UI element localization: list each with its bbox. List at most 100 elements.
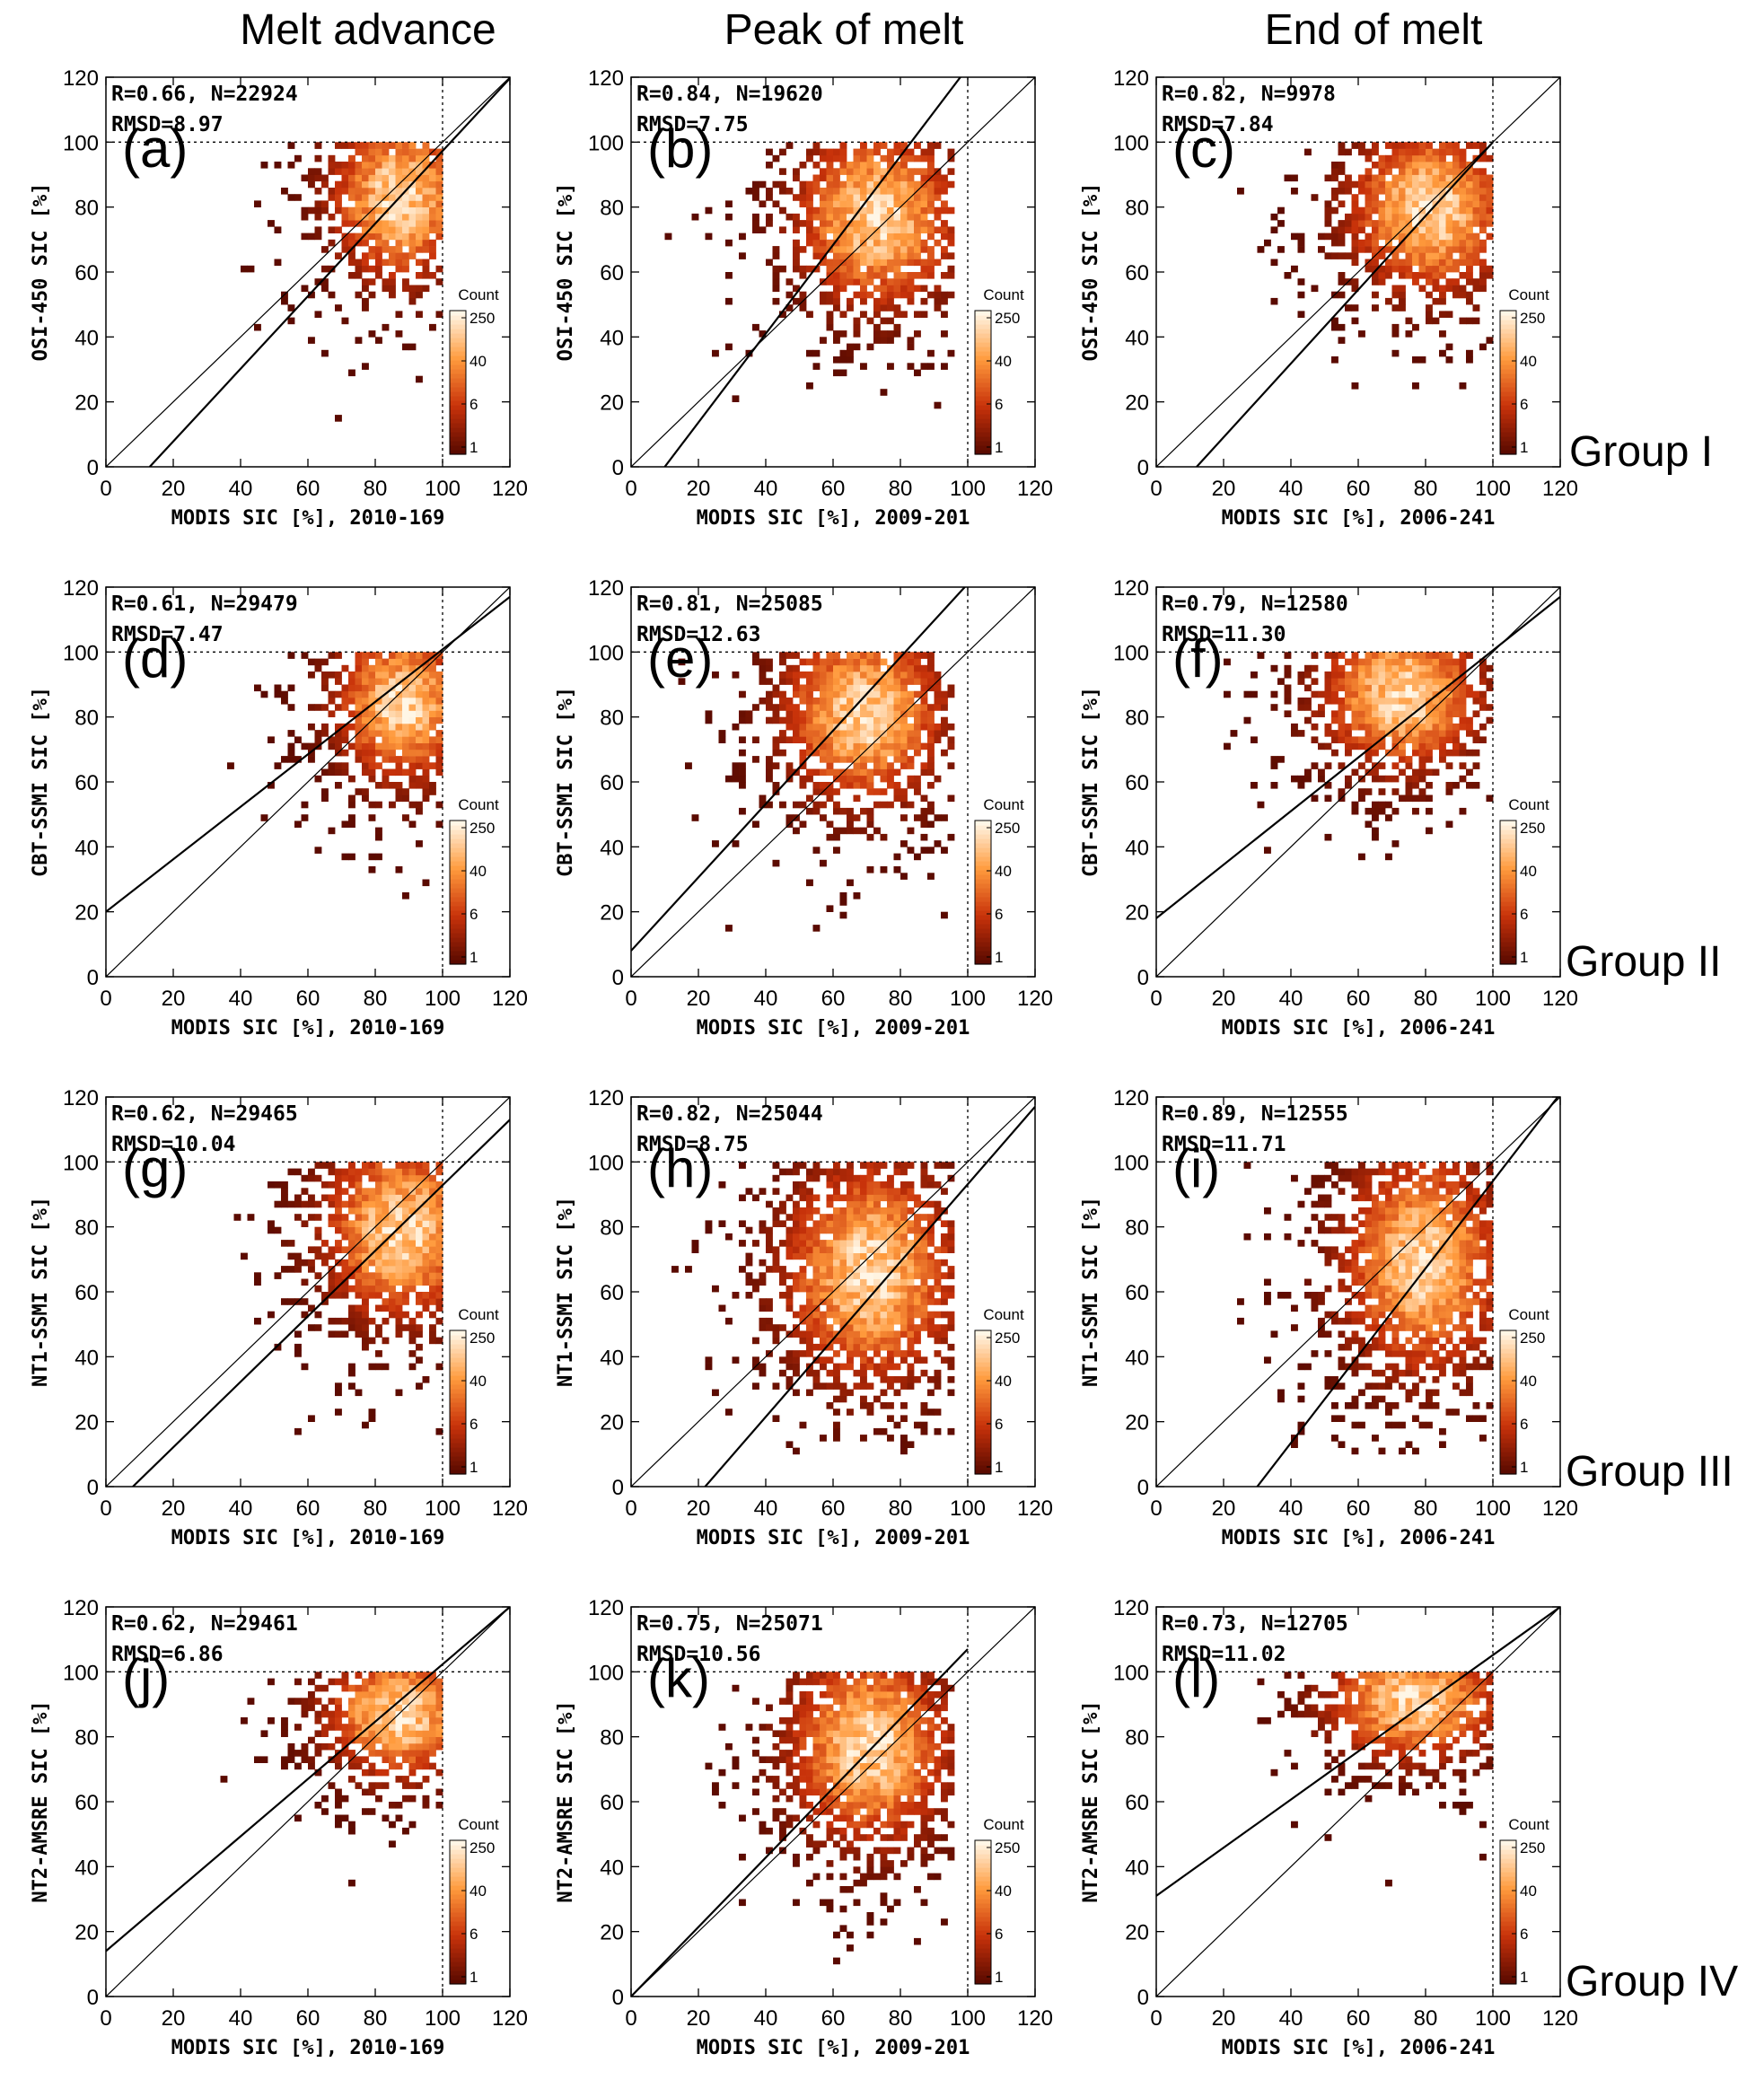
- colorbar-step: [1500, 825, 1516, 830]
- heatmap-cell: [429, 690, 436, 698]
- heatmap-cell: [355, 180, 363, 189]
- heatmap-cell: [355, 690, 363, 698]
- colorbar-step: [450, 1366, 466, 1372]
- heatmap-cell: [826, 162, 834, 169]
- heatmap-cell: [779, 1220, 786, 1227]
- heatmap-cell: [1358, 174, 1365, 182]
- heatmap-cell: [1378, 188, 1386, 195]
- heatmap-cell: [435, 1304, 443, 1312]
- heatmap-cell: [785, 1304, 794, 1312]
- heatmap-cell: [880, 1317, 888, 1325]
- heatmap-cell: [866, 343, 874, 351]
- heatmap-cell: [389, 206, 396, 215]
- heatmap-cell: [1385, 814, 1392, 821]
- heatmap-cell: [779, 698, 786, 705]
- heatmap-cell: [927, 206, 935, 215]
- heatmap-cell: [1358, 684, 1365, 692]
- heatmap-cell: [873, 1252, 881, 1260]
- colorbar-step: [975, 369, 991, 374]
- heatmap-cell: [793, 730, 800, 737]
- heatmap-cell: [1445, 200, 1453, 207]
- colorbar-step: [450, 1461, 466, 1466]
- heatmap-cell: [1304, 704, 1312, 711]
- heatmap-cell: [873, 180, 881, 189]
- stats-rmsd: RMSD=10.04: [111, 1133, 235, 1156]
- heatmap-cell: [314, 1324, 322, 1331]
- heatmap-cell: [941, 1188, 948, 1195]
- heatmap-cell: [1378, 730, 1386, 737]
- heatmap-cell: [826, 1200, 834, 1208]
- heatmap-cell: [920, 1226, 928, 1234]
- heatmap-cell: [766, 1266, 773, 1273]
- heatmap-cell: [314, 168, 322, 175]
- heatmap-cell: [416, 1220, 423, 1227]
- heatmap-cell: [941, 911, 948, 919]
- heatmap-cell: [294, 1350, 302, 1357]
- heatmap-cell: [1399, 304, 1406, 312]
- heatmap-cell: [375, 1240, 382, 1247]
- heatmap-cell: [826, 833, 834, 841]
- heatmap-cell: [900, 252, 908, 259]
- heatmap-cell: [1338, 723, 1346, 731]
- heatmap-cell: [268, 1311, 275, 1319]
- heatmap-cell: [416, 168, 423, 175]
- heatmap-cell: [893, 188, 901, 195]
- heatmap-cell: [873, 337, 881, 344]
- heatmap-cell: [947, 1363, 955, 1371]
- heatmap-cell: [927, 1376, 935, 1383]
- heatmap-cell: [927, 148, 935, 156]
- heatmap-cell: [820, 1272, 827, 1279]
- heatmap-cell: [382, 736, 390, 743]
- heatmap-cell: [920, 1285, 928, 1293]
- heatmap-cell: [880, 297, 888, 305]
- heatmap-cell: [382, 323, 390, 331]
- heatmap-cell: [1297, 671, 1305, 679]
- y-tick-label: 60: [1125, 261, 1149, 285]
- heatmap-cell: [880, 1343, 888, 1351]
- heatmap-cell: [429, 723, 436, 731]
- heatmap-cell: [287, 1240, 295, 1247]
- heatmap-cell: [408, 252, 417, 259]
- heatmap-cell: [1405, 684, 1413, 692]
- heatmap-cell: [853, 252, 861, 259]
- heatmap-cell: [839, 168, 847, 175]
- heatmap-cell: [341, 698, 349, 705]
- heatmap-cell: [1432, 742, 1440, 750]
- heatmap-cell: [893, 1389, 901, 1397]
- heatmap-cell: [1378, 762, 1386, 769]
- heatmap-cell: [341, 704, 349, 711]
- stats-r-n: R=0.81, N=25085: [636, 592, 823, 616]
- heatmap-cell: [328, 710, 336, 717]
- heatmap-cell: [914, 730, 921, 737]
- heatmap-cell: [914, 168, 921, 175]
- heatmap-cell: [1412, 220, 1419, 227]
- colorbar-tick-label: 250: [1520, 820, 1545, 837]
- heatmap-cell: [1445, 226, 1453, 233]
- heatmap-cell: [435, 1181, 443, 1189]
- heatmap-cell: [1418, 652, 1426, 659]
- colorbar-step: [1500, 829, 1516, 835]
- heatmap-cell: [880, 1220, 888, 1227]
- heatmap-cell: [1452, 220, 1460, 227]
- heatmap-cell: [866, 1285, 874, 1293]
- colorbar-step: [1500, 874, 1516, 880]
- heatmap-cell: [833, 1266, 840, 1273]
- heatmap-cell: [362, 1330, 369, 1338]
- heatmap-cell: [860, 142, 867, 149]
- heatmap-cell: [873, 827, 881, 835]
- heatmap-cell: [1318, 246, 1325, 253]
- heatmap-cell: [812, 698, 821, 705]
- heatmap-cell: [1391, 690, 1400, 698]
- heatmap-cell: [301, 174, 309, 182]
- heatmap-cell: [287, 1266, 295, 1273]
- heatmap-cell: [1304, 148, 1312, 156]
- heatmap-cell: [853, 200, 861, 207]
- colorbar-title: Count: [458, 286, 499, 303]
- heatmap-cell: [1372, 742, 1379, 750]
- heatmap-cell: [395, 684, 403, 692]
- heatmap-cell: [1318, 690, 1325, 698]
- colorbar-step: [450, 1380, 466, 1385]
- heatmap-cell: [914, 220, 921, 227]
- heatmap-cell: [362, 1324, 369, 1331]
